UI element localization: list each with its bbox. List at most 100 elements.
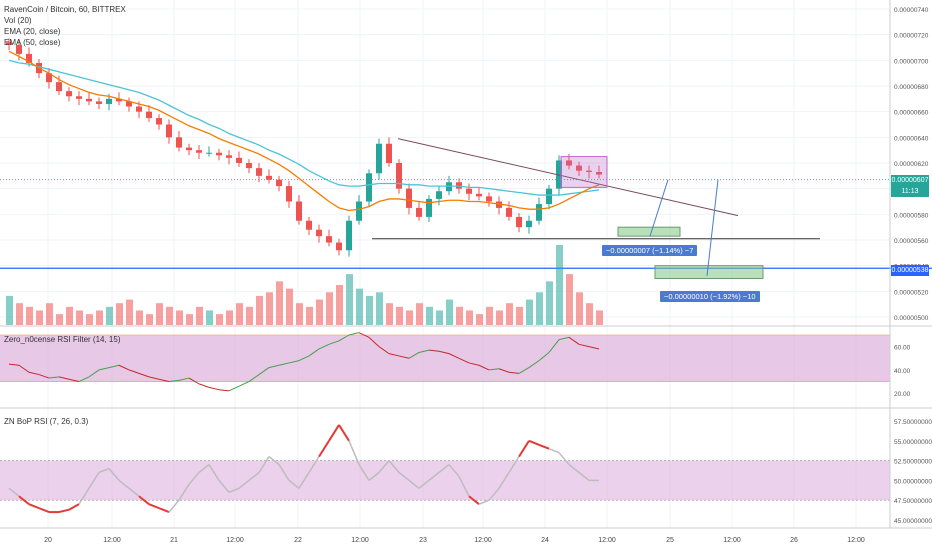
price-tick-label: 0.00000500 [894,315,929,322]
candle-body [516,216,522,228]
candle-body [556,160,562,189]
rsi-filter-line [448,353,460,359]
target-box-2 [654,265,764,279]
bop-rsi-line [118,479,130,489]
price-tick-label: 0.00000680 [894,84,929,91]
bop-rsi-line [278,464,290,481]
volume-bar [106,306,113,325]
bop-rsi-line [28,503,40,510]
volume-bar [136,310,143,325]
rsi-filter-line [518,367,530,374]
volume-bar [326,292,333,325]
time-tick-label: 12:00 [351,537,369,544]
bop-rsi-line [468,495,480,505]
bop-rsi-line [428,471,440,481]
indicator-ema50[interactable]: EMA (50, close) [4,38,61,47]
bop-rsi-pane[interactable] [0,424,890,514]
volume-bar [286,288,293,325]
candle-body [466,188,472,194]
bop-rsi-line [288,479,300,489]
bop-rsi-line [438,463,450,474]
candle-body [436,191,442,199]
price-tick-label: 0.00000640 [894,135,929,142]
rsi-filter-line [528,360,540,368]
candle-body [376,143,382,174]
symbol-title[interactable]: RavenCoin / Bitcoin, 60, BITTREX [4,5,126,14]
rsi-tick-label: 60.00 [894,345,911,352]
volume-bar [116,303,123,325]
rsi-filter-line [498,368,510,373]
bop-rsi-line [108,468,120,481]
time-tick-label: 12:00 [103,537,121,544]
candle-body [246,163,252,169]
price-tick-label: 0.00000720 [894,33,929,40]
candle-body [526,220,532,228]
target-annotation-1[interactable]: −0.00000007 (−1.14%) −7 [602,245,698,256]
rsi-filter-line [208,386,220,391]
candle-body [586,170,592,172]
bop-rsi-line [368,471,380,481]
bop-rsi-line [478,499,490,505]
price-tick-label: 0.00000520 [894,289,929,296]
bop-rsi-line [98,467,110,474]
bop-rsi-line [538,443,550,450]
candle-body [76,96,82,99]
volume-bar [576,292,583,325]
time-tick-label: 21 [170,537,178,544]
rsi-filter-line [558,336,570,341]
candle-body [156,118,162,125]
time-tick-label: 12:00 [723,537,741,544]
rsi-filter-line [538,352,550,361]
bop-rsi-line [218,479,230,493]
rsi-filter-line [588,346,600,350]
bop-rsi-line [248,471,260,481]
rsi-filter-line [428,349,440,352]
candle-body [336,242,342,251]
volume-bar [596,310,603,325]
price-tick-label: 0.00000580 [894,212,929,219]
candle-body [416,207,422,217]
rsi-filter-line [28,371,40,376]
volume-bar [476,314,483,325]
bop-rsi-line [458,476,470,497]
candle-body [356,201,362,221]
volume-bar [96,310,103,325]
price-tick-label: 0.00000620 [894,161,929,168]
bop-tick-label: 55.00000000 [894,439,932,446]
volume-pane [6,245,603,325]
bop-rsi-label[interactable]: ZN BoP RSI (7, 26, 0.3) [4,417,89,426]
trendline [397,138,739,217]
ema20-line [8,50,600,212]
bop-rsi-line [318,440,330,458]
rsi-filter-label[interactable]: Zero_n0cense RSI Filter (14, 15) [4,335,121,344]
indicator-ema20[interactable]: EMA (20, close) [4,27,61,36]
candle-body [366,173,372,202]
bop-rsi-line [578,471,590,481]
volume-bar [146,314,153,325]
time-tick-label: 23 [419,537,427,544]
rsi-filter-line [258,367,270,375]
bop-rsi-line [338,424,350,442]
bop-rsi-line [358,464,370,481]
rsi-filter-line [288,360,300,364]
target-annotation-2[interactable]: −0.00000010 (−1.92%) −10 [660,291,760,302]
candle-body [56,82,62,92]
rsi-filter-line [88,369,100,378]
indicator-volume[interactable]: Vol (20) [4,16,32,25]
target-arrow-2 [706,179,719,276]
price-pane[interactable] [0,38,932,279]
bop-rsi-line [128,487,140,497]
volume-bar [486,306,493,325]
volume-bar [356,288,363,325]
rsi-filter-line [298,355,310,362]
price-tick-label: 0.00000660 [894,110,929,117]
volume-bar [6,295,13,325]
bop-rsi-line [138,495,150,505]
rsi-filter-line [548,339,560,353]
volume-bar [56,314,63,325]
rsi-filter-pane[interactable] [0,332,890,392]
bop-rsi-line [308,456,320,473]
candle-body [96,101,102,104]
